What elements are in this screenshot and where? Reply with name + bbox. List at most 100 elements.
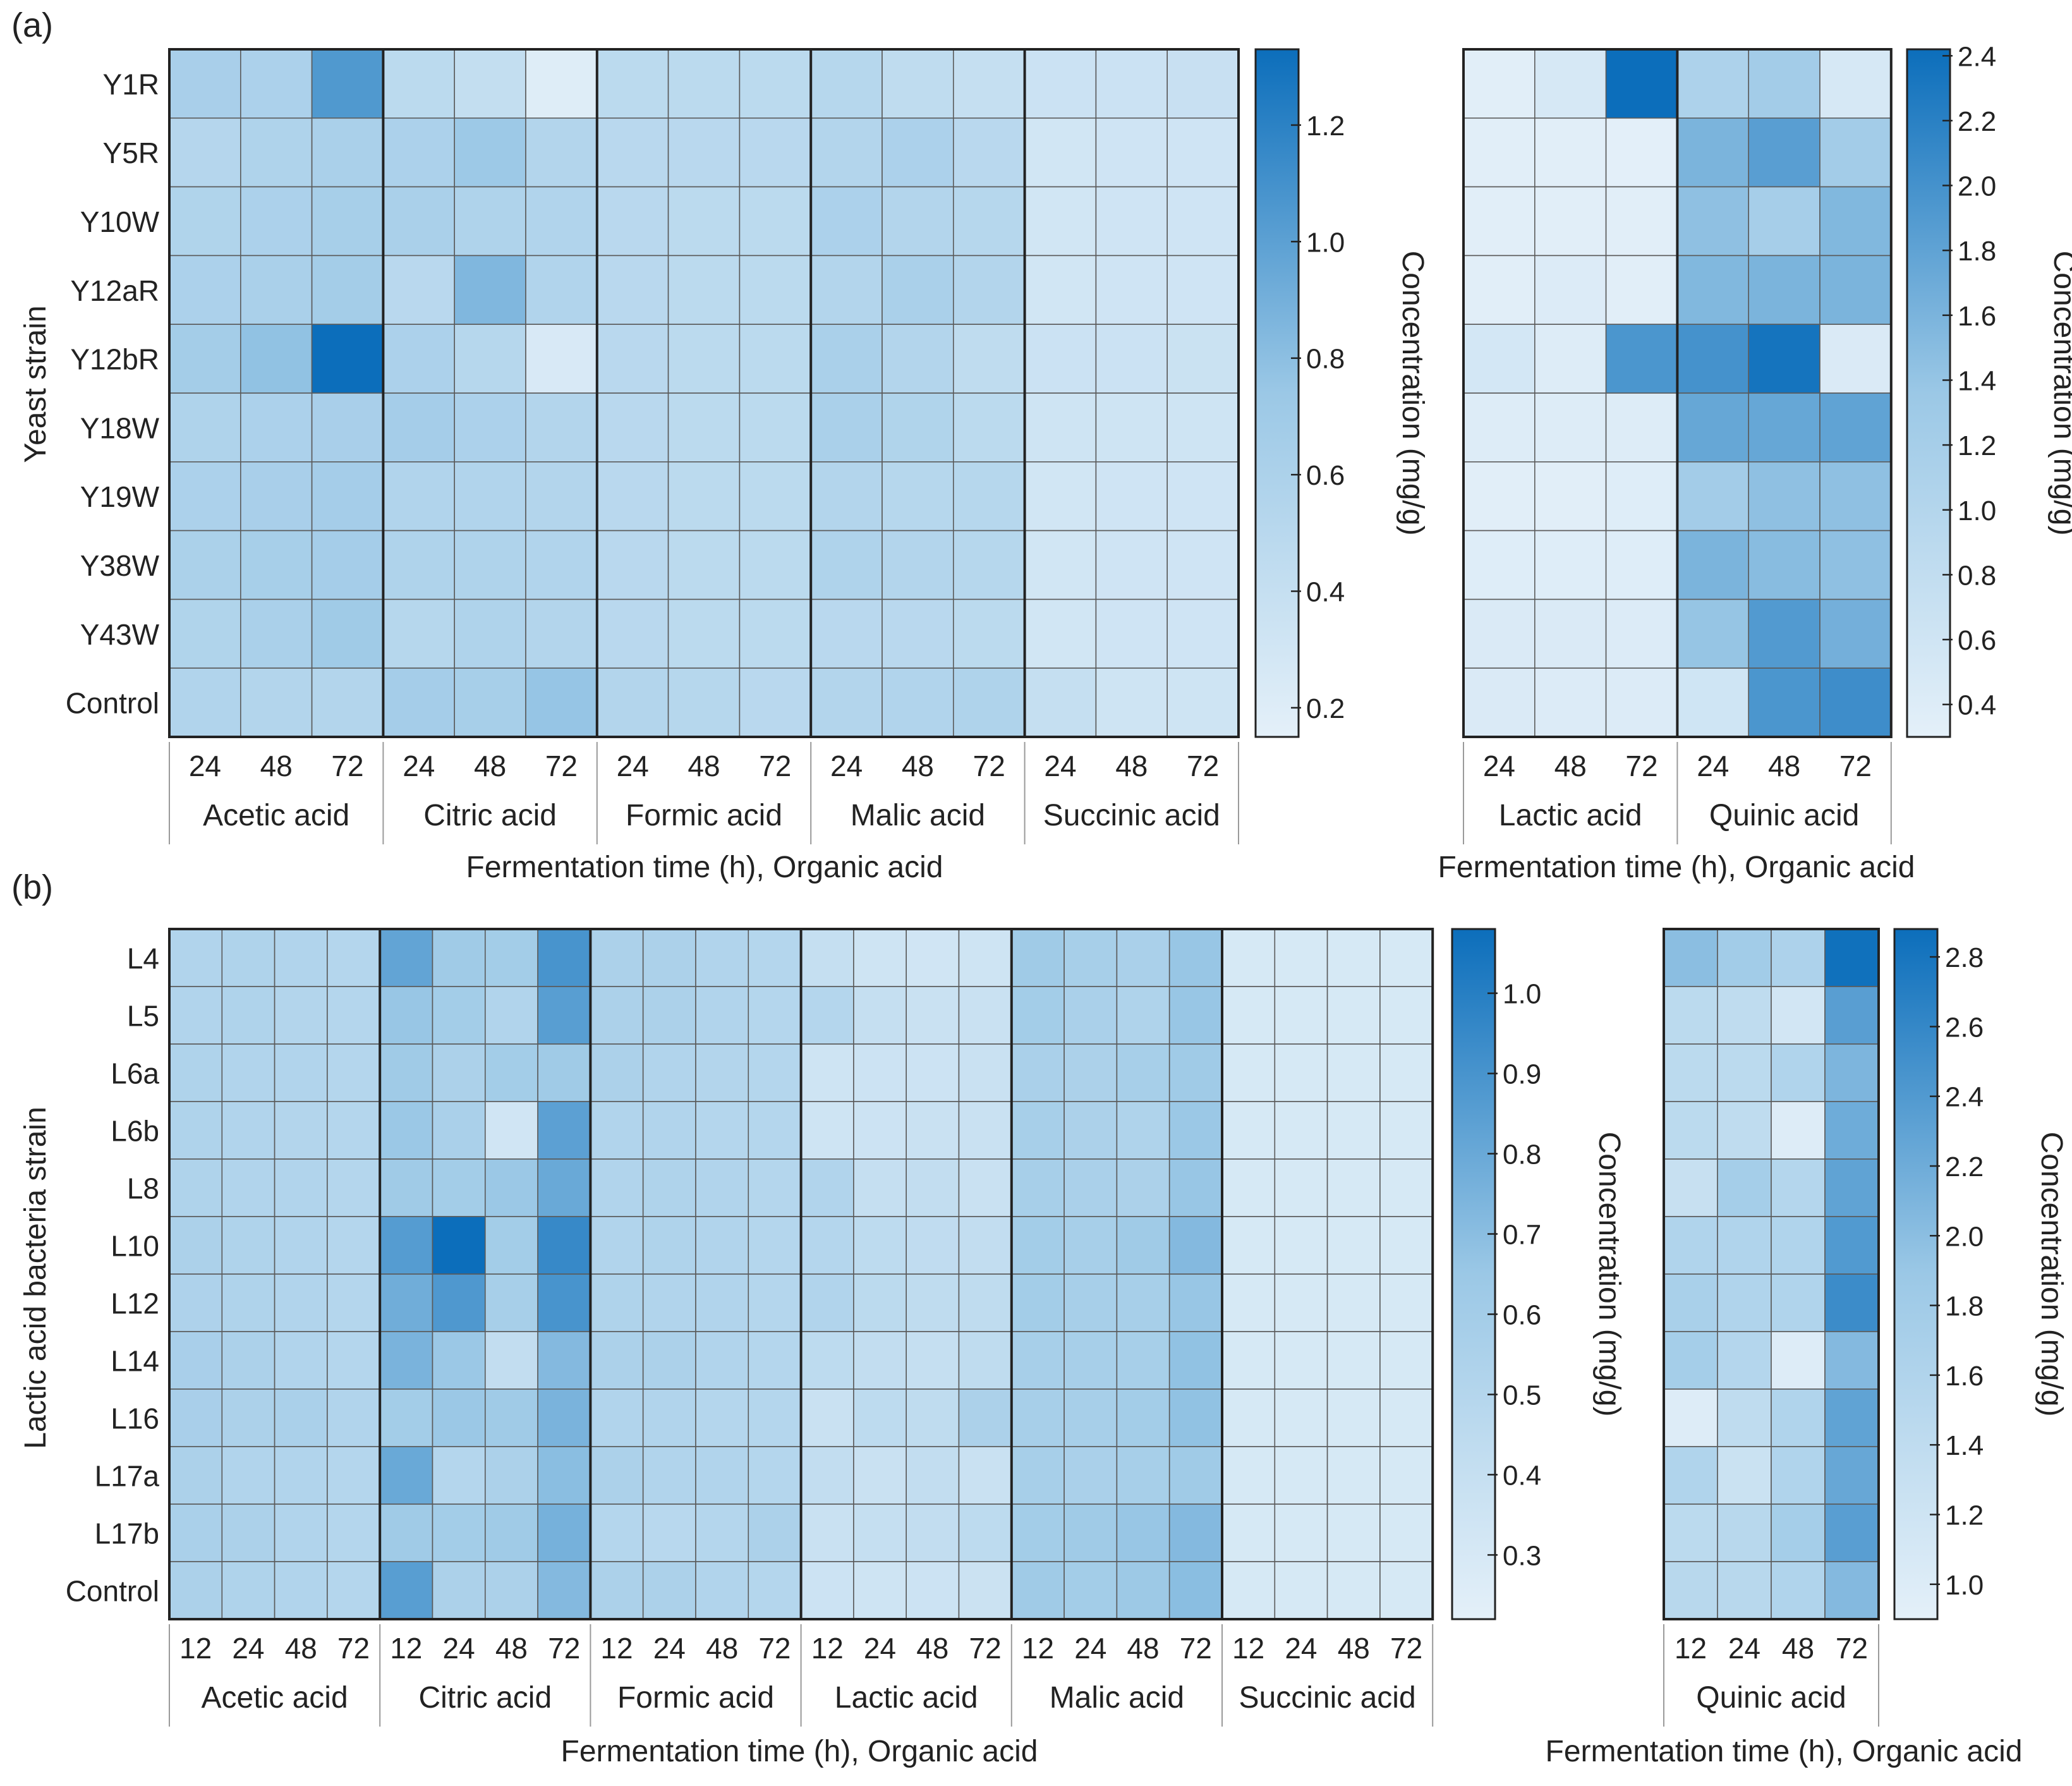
a-side-time-tick: 72: [1625, 750, 1657, 782]
b-side-cell: [1663, 1561, 1718, 1620]
a-main-time-tick: 24: [189, 750, 221, 782]
a-side-cell: [1605, 530, 1678, 600]
b-main-time-tick: 24: [443, 1632, 475, 1665]
a-main-cell: [525, 392, 598, 463]
b-main-cell: [748, 1446, 802, 1505]
a-side-time-tick: 48: [1768, 750, 1800, 782]
a-main-cell: [596, 324, 669, 394]
b-main-cell: [537, 1043, 591, 1102]
b-main-cell: [958, 1273, 1012, 1332]
b-main-cell: [169, 1388, 223, 1447]
b-main-cell: [1221, 1388, 1276, 1447]
a-main-time-tick: 72: [973, 750, 1005, 782]
b-main-cell: [1326, 1273, 1381, 1332]
b-main-time-tick: 24: [1285, 1632, 1317, 1665]
b-main-cell: [1116, 928, 1170, 987]
a-main-cell: [667, 598, 741, 669]
heatmap-b-side: 12 24 48 72 Quinic acid 1.0 1.2 1.4 1.6 1.8 2.0 2.2…: [1663, 928, 2068, 1727]
b-main-group-label: Acetic acid: [202, 1681, 348, 1715]
b-main-row-label: L16: [111, 1402, 159, 1435]
b-side-cell: [1663, 1273, 1718, 1332]
b-side-colorbar-tick-label: 2.2: [1945, 1151, 1984, 1182]
a-side-colorbar-tick-label: 2.0: [1958, 171, 1996, 202]
a-side-cell: [1819, 598, 1892, 669]
b-main-cell: [906, 1331, 960, 1390]
b-main-cell: [1011, 1331, 1065, 1390]
a-main-cell: [882, 392, 954, 463]
b-side-frame: [1663, 928, 1880, 1620]
b-main-cell: [327, 1043, 381, 1102]
b-side-cell: [1771, 986, 1826, 1045]
b-main-cell: [958, 986, 1012, 1045]
a-main-row-label: Y19W: [80, 480, 160, 513]
b-main-y-axis-label: Lactic acid bacteria strain: [19, 1107, 52, 1449]
a-main-cell: [239, 530, 313, 600]
b-main-row-label: Control: [66, 1575, 159, 1608]
b-main-cell: [1063, 1388, 1118, 1447]
b-main-cell: [695, 1388, 749, 1447]
b-main-time-tick: 12: [811, 1632, 844, 1665]
b-main-cell: [695, 1101, 749, 1160]
b-side-colorbar-tick-label: 2.0: [1945, 1221, 1984, 1252]
b-side-cell: [1771, 1504, 1826, 1562]
b-main-cell: [1116, 1158, 1170, 1217]
b-main-cell: [1168, 1101, 1223, 1160]
b-side-colorbar-tick-label: 1.2: [1945, 1500, 1984, 1531]
a-main-cell: [953, 255, 1026, 325]
a-side-cell: [1605, 461, 1678, 532]
a-side-cell: [1605, 667, 1678, 738]
b-main-cell: [327, 1446, 381, 1505]
b-main-cell: [1221, 1331, 1276, 1390]
b-main-cell: [748, 1504, 802, 1562]
a-side-cell: [1463, 118, 1536, 188]
b-main-colorbar-tick-label: 0.7: [1503, 1220, 1541, 1251]
a-main-cell: [1024, 392, 1097, 463]
b-side-colorbar-tick-label: 2.6: [1945, 1012, 1984, 1043]
b-main-cell: [1168, 1388, 1223, 1447]
b-main-cell: [1274, 1043, 1328, 1102]
b-main-cell: [1168, 1561, 1223, 1620]
b-main-cell: [695, 1331, 749, 1390]
b-main-time-tick: 12: [600, 1632, 633, 1665]
b-main-cell: [958, 1101, 1012, 1160]
a-side-time-tick: 48: [1554, 750, 1587, 782]
b-main-cell: [274, 928, 328, 987]
a-side-cell: [1534, 324, 1607, 394]
a-side-time-tick: 24: [1483, 750, 1515, 782]
a-main-cell: [739, 598, 812, 669]
b-main-cell: [1221, 1158, 1276, 1217]
a-main-cell: [525, 186, 598, 257]
a-main-cell: [169, 186, 241, 257]
b-side-cell: [1771, 928, 1826, 987]
a-main-time-tick: 72: [545, 750, 578, 782]
a-side-cell: [1534, 667, 1607, 738]
b-main-cell: [1379, 1216, 1433, 1275]
b-main-cell: [1116, 1216, 1170, 1275]
a-main-cell: [810, 118, 883, 188]
b-main-cell: [221, 1158, 276, 1217]
b-main-cell: [1379, 1273, 1433, 1332]
a-main-cell: [525, 118, 598, 188]
a-side-cell: [1605, 598, 1678, 669]
a-main-cell: [882, 667, 954, 738]
a-main-cell: [1095, 255, 1168, 325]
b-side-cell: [1771, 1446, 1826, 1505]
a-main-cell: [667, 255, 741, 325]
a-main-cell: [311, 186, 384, 257]
a-main-cell: [169, 392, 241, 463]
b-main-cell: [432, 928, 486, 987]
b-main-cell: [379, 928, 433, 987]
a-main-cell: [739, 255, 812, 325]
b-main-cell: [432, 1101, 486, 1160]
a-main-cell: [311, 392, 384, 463]
b-side-time-tick: 48: [1782, 1632, 1814, 1665]
a-main-time-tick: 48: [1115, 750, 1148, 782]
a-side-cell: [1748, 255, 1821, 325]
heatmap-a-side: 24 48 72 24 48 72 Lactic acid Quinic acid 0.4 0.6…: [1462, 41, 2072, 844]
a-main-cell: [882, 255, 954, 325]
b-main-cell: [1116, 1504, 1170, 1562]
a-main-cell: [239, 667, 313, 738]
b-side-cell: [1824, 1101, 1879, 1160]
b-main-cell: [221, 1331, 276, 1390]
a-main-cell: [953, 461, 1026, 532]
